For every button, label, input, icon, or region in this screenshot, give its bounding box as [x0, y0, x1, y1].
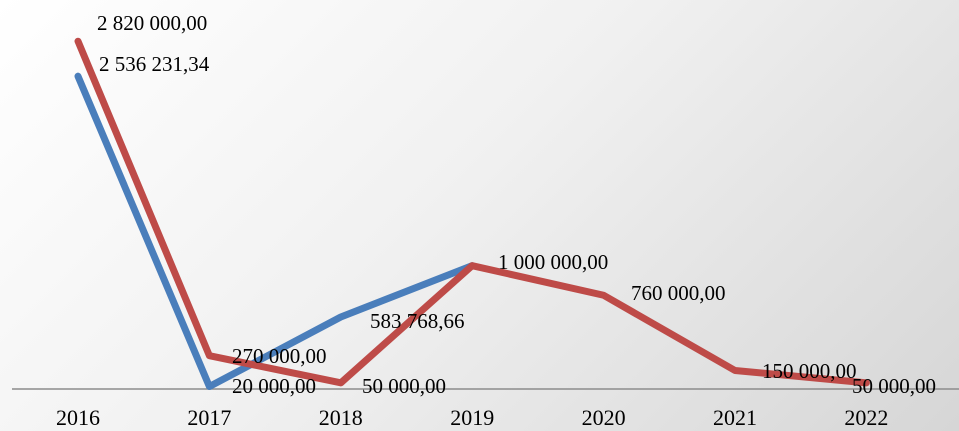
data-label: 270 000,00	[232, 344, 327, 368]
data-label: 583 768,66	[370, 309, 465, 333]
data-label: 20 000,00	[232, 374, 316, 398]
data-label: 50 000,00	[852, 374, 936, 398]
x-tick-label: 2020	[582, 405, 626, 430]
data-label: 1 000 000,00	[498, 250, 608, 274]
x-tick-label: 2021	[713, 405, 757, 430]
x-tick-label: 2022	[844, 405, 888, 430]
x-tick-label: 2019	[450, 405, 494, 430]
data-label: 2 536 231,34	[99, 52, 210, 76]
series-line-2	[74, 37, 870, 387]
data-label: 150 000,00	[762, 359, 857, 383]
x-tick-label: 2016	[56, 405, 100, 430]
data-label: 50 000,00	[362, 374, 446, 398]
data-label: 760 000,00	[631, 281, 726, 305]
series-line-1	[74, 72, 476, 391]
x-tick-label: 2017	[187, 405, 231, 430]
data-label: 2 820 000,00	[97, 11, 207, 35]
x-tick-label: 2018	[319, 405, 363, 430]
